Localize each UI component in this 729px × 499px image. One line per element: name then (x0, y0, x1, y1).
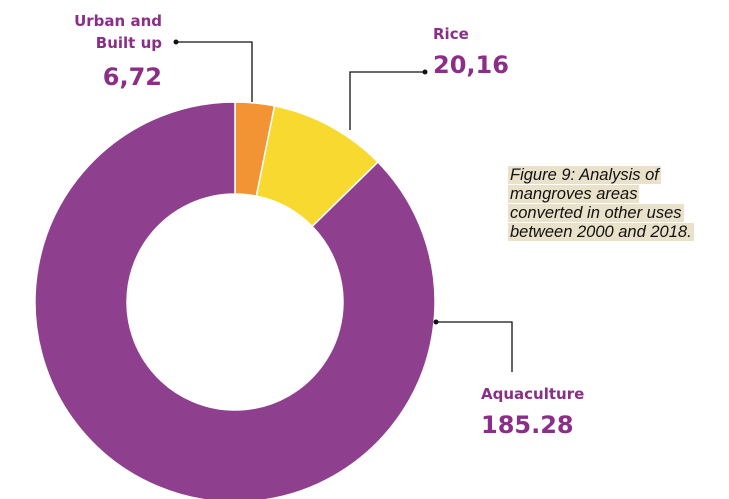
category-label: Aquaculture (481, 385, 585, 403)
caption-text: Figure 9: Analysis of mangroves areas co… (508, 166, 694, 241)
value-label: 6,72 (102, 63, 162, 91)
category-label: Urban and Built up (74, 12, 162, 52)
value-label: 185.28 (481, 411, 574, 439)
leader-line (349, 71, 425, 130)
caption: Figure 9: Analysis of mangroves areas co… (508, 166, 708, 242)
value-label: 20,16 (433, 51, 509, 79)
donut-segment (34, 101, 436, 499)
leader-dot (173, 39, 179, 45)
leader-dot (433, 319, 439, 325)
leader-line (436, 321, 513, 372)
leader-line (176, 41, 253, 102)
leader-dot (422, 69, 428, 75)
category-label: Rice (433, 25, 469, 43)
